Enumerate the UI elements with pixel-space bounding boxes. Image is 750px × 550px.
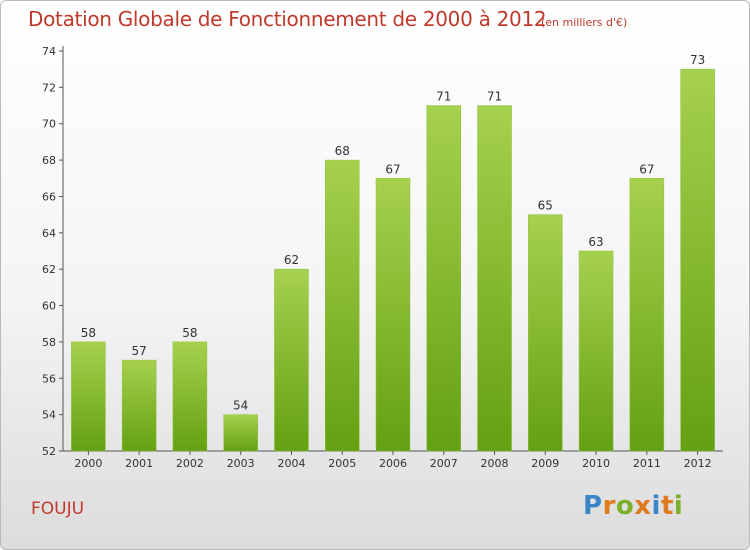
x-tick-label: 2006	[379, 457, 407, 470]
bar	[680, 68, 715, 452]
bar-value-label: 73	[690, 53, 705, 67]
logo-letter: o	[615, 491, 635, 521]
bar-value-label: 71	[436, 90, 451, 104]
y-tick-label: 62	[42, 263, 56, 276]
bar-value-label: 57	[132, 344, 147, 358]
y-tick-label: 54	[42, 409, 56, 422]
bar	[324, 159, 360, 452]
logo-letter: t	[660, 491, 674, 521]
bar	[426, 105, 462, 452]
x-tick-label: 2010	[582, 457, 610, 470]
bar-value-label: 68	[335, 144, 350, 158]
x-tick-label: 2005	[328, 457, 356, 470]
commune-name: FOUJU	[31, 499, 85, 519]
bar-value-label: 67	[639, 162, 654, 176]
x-tick-label: 2008	[481, 457, 509, 470]
y-tick-label: 56	[42, 372, 56, 385]
chart-subtitle: (en milliers d'€)	[541, 16, 628, 29]
logo-letter: P	[583, 491, 603, 521]
bar	[375, 178, 411, 452]
x-tick-label: 2000	[74, 457, 102, 470]
bar	[528, 214, 563, 452]
logo-letter: x	[634, 491, 652, 521]
bar-value-label: 58	[81, 326, 96, 340]
y-tick-label: 60	[42, 300, 56, 313]
bar-value-label: 71	[487, 90, 502, 104]
y-tick-label: 52	[42, 445, 56, 458]
x-tick-label: 2002	[176, 457, 204, 470]
y-tick-label: 64	[42, 227, 56, 240]
x-tick-label: 2011	[633, 457, 661, 470]
logo-letter: i	[673, 491, 684, 521]
y-tick-label: 58	[42, 336, 56, 349]
bar	[477, 105, 512, 452]
bar	[629, 178, 665, 452]
y-tick-label: 68	[42, 154, 56, 167]
y-tick-label: 72	[42, 81, 56, 94]
bar-value-label: 67	[385, 162, 400, 176]
logo-letter: r	[602, 491, 616, 521]
x-tick-label: 2007	[430, 457, 458, 470]
bar-value-label: 58	[182, 326, 197, 340]
x-tick-label: 2004	[277, 457, 305, 470]
bar	[172, 341, 208, 452]
y-tick-label: 66	[42, 190, 56, 203]
chart-title: Dotation Globale de Fonctionnement de 20…	[28, 7, 547, 31]
bar	[71, 341, 106, 452]
x-tick-label: 2003	[227, 457, 255, 470]
y-tick-label: 74	[42, 45, 56, 58]
bar-value-label: 62	[284, 253, 299, 267]
bar-value-label: 54	[233, 399, 248, 413]
bar-value-label: 65	[538, 199, 553, 213]
bar	[578, 250, 614, 452]
bar	[274, 268, 309, 452]
bar-value-label: 63	[588, 235, 603, 249]
x-tick-label: 2012	[684, 457, 712, 470]
x-tick-label: 2009	[531, 457, 559, 470]
logo-letter: i	[651, 491, 661, 521]
x-tick-label: 2001	[125, 457, 153, 470]
bar	[121, 359, 157, 452]
bar	[223, 414, 258, 452]
y-tick-label: 70	[42, 118, 56, 131]
proxiti-logo: Proxiti	[583, 491, 683, 521]
